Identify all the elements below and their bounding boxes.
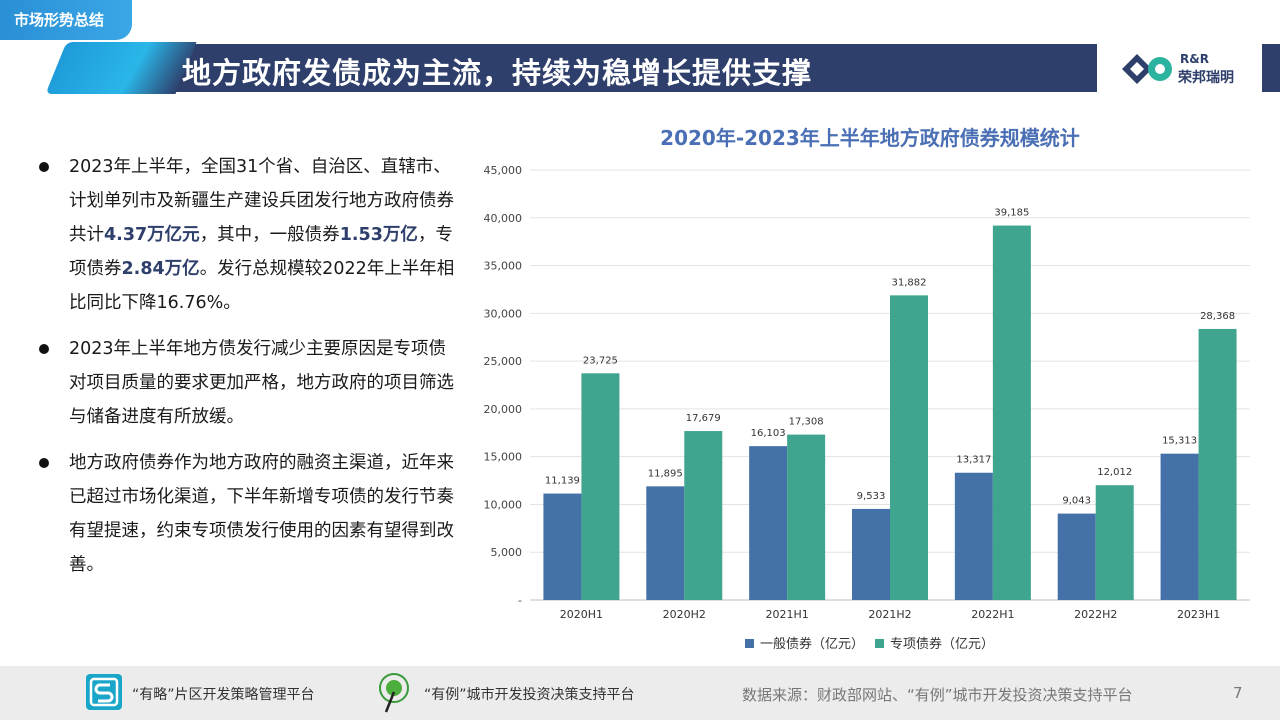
x-tick-label: 2021H1: [766, 608, 809, 621]
x-tick-label: 2020H2: [663, 608, 706, 621]
bullet-text: 地方政府债券作为地方政府的融资主渠道，近年来已超过市场化渠道，下半年新增专项债的…: [69, 453, 454, 575]
data-label: 12,012: [1097, 467, 1132, 478]
data-label: 17,308: [789, 417, 824, 428]
bullet-dot-icon: [39, 344, 49, 354]
legend-swatch: [745, 639, 754, 648]
title-accent-shape: [45, 42, 197, 94]
data-label: 9,043: [1062, 496, 1091, 507]
bullet-dot-icon: [39, 458, 49, 468]
bullet-item: 2023年上半年，全国31个省、自治区、直辖市、计划单列市及新疆生产建设兵团发行…: [36, 150, 462, 320]
data-label: 15,313: [1162, 436, 1197, 447]
bar-special-bond: [581, 373, 620, 600]
investment-platform-icon: [379, 673, 409, 713]
data-label: 13,317: [956, 455, 991, 466]
x-tick-label: 2020H1: [560, 608, 603, 621]
bullet-highlight: 4.37万亿元: [104, 225, 200, 245]
company-logo: R&R 荣邦瑞明: [1120, 50, 1240, 90]
data-label: 16,103: [751, 428, 786, 439]
y-tick-label: 40,000: [484, 212, 523, 225]
chart-title: 2020年-2023年上半年地方政府债券规模统计: [660, 126, 1080, 150]
title-bar: [175, 44, 1097, 92]
bullet-dot-icon: [39, 162, 49, 172]
y-tick-label: 45,000: [484, 164, 523, 177]
bar-special-bond: [890, 295, 928, 600]
legend-label: 一般债券（亿元）: [760, 636, 864, 652]
page-title: 地方政府发债成为主流，持续为稳增长提供支撑: [182, 56, 813, 90]
bullet-text: 。发行总规模较2022年上半年相比同比下降16.76%。: [69, 259, 455, 313]
data-label: 11,895: [648, 468, 683, 479]
bullet-item: 2023年上半年地方债发行减少主要原因是专项债对项目质量的要求更加严格，地方政府…: [36, 332, 462, 434]
bar-special-bond: [1198, 328, 1237, 600]
bullet-highlight: 1.53万亿: [339, 225, 418, 245]
footer-platform-1: “有略”片区开发策略管理平台: [132, 687, 315, 703]
bullet-text: 2023年上半年地方债发行减少主要原因是专项债对项目质量的要求更加严格，地方政府…: [69, 339, 454, 427]
bar-chart: - 5,000 10,000 15,000 20,000 25,000 30,000 35,0…: [484, 164, 1250, 652]
data-source: 数据来源：财政部网站、“有例”城市开发投资决策支持平台: [742, 686, 1133, 704]
bar-special-bond: [992, 225, 1031, 600]
bar-general-bond: [543, 493, 582, 600]
title-right-block: [1262, 44, 1280, 92]
y-tick-label: -: [518, 594, 522, 607]
bar-general-bond: [749, 446, 788, 600]
legend-label: 专项债券（亿元）: [890, 636, 994, 652]
strategy-platform-icon: [86, 674, 122, 710]
bullet-list: 2023年上半年，全国31个省、自治区、直辖市、计划单列市及新疆生产建设兵团发行…: [36, 150, 462, 594]
logo-text-en: R&R: [1180, 52, 1209, 66]
data-label: 11,139: [545, 476, 580, 487]
logo-text-cn: 荣邦瑞明: [1178, 70, 1234, 86]
bar-general-bond: [1057, 513, 1096, 600]
y-tick-label: 10,000: [484, 498, 523, 511]
bullet-text: 2023年上半年，全国31个省、自治区、直辖市、计划单列市及新疆生产建设兵团发行…: [69, 157, 454, 245]
legend-swatch: [875, 639, 884, 648]
data-label: 39,185: [994, 208, 1029, 219]
y-tick-label: 30,000: [484, 307, 523, 320]
y-tick-label: 20,000: [484, 403, 523, 416]
bullet-text: ，其中，一般债券: [199, 225, 340, 245]
y-tick-label: 25,000: [484, 355, 523, 368]
y-tick-label: 15,000: [484, 451, 523, 464]
x-tick-label: 2022H2: [1074, 608, 1117, 621]
bar-special-bond: [684, 431, 723, 600]
y-tick-label: 5,000: [491, 546, 523, 559]
bar-special-bond: [1095, 485, 1134, 600]
x-tick-label: 2021H2: [868, 608, 911, 621]
bar-general-bond: [852, 508, 890, 600]
bar-special-bond: [787, 434, 826, 600]
data-label: 31,882: [892, 277, 927, 288]
x-tick-label: 2023H1: [1177, 608, 1220, 621]
page-number: 7: [1233, 684, 1243, 702]
bullet-item: 地方政府债券作为地方政府的融资主渠道，近年来已超过市场化渠道，下半年新增专项债的…: [36, 446, 462, 582]
x-tick-label: 2022H1: [971, 608, 1014, 621]
bullet-text: ，专项债券: [69, 225, 453, 279]
data-label: 23,725: [583, 355, 618, 366]
bar-general-bond: [954, 472, 993, 600]
footer-platform-2: “有例”城市开发投资决策支持平台: [424, 687, 635, 703]
bar-general-bond: [646, 486, 685, 600]
bullet-highlight: 2.84万亿: [121, 259, 200, 279]
bar-general-bond: [1160, 453, 1199, 600]
y-tick-label: 35,000: [484, 260, 523, 273]
data-label: 9,533: [857, 491, 886, 502]
data-label: 28,368: [1200, 311, 1235, 322]
data-label: 17,679: [686, 413, 721, 424]
section-tag-label: 市场形势总结: [14, 11, 105, 29]
section-tag: 市场形势总结: [0, 0, 132, 40]
logo-mark-icon: [1122, 54, 1172, 84]
footer: “有略”片区开发策略管理平台 “有例”城市开发投资决策支持平台 数据来源：财政部…: [0, 666, 1280, 720]
